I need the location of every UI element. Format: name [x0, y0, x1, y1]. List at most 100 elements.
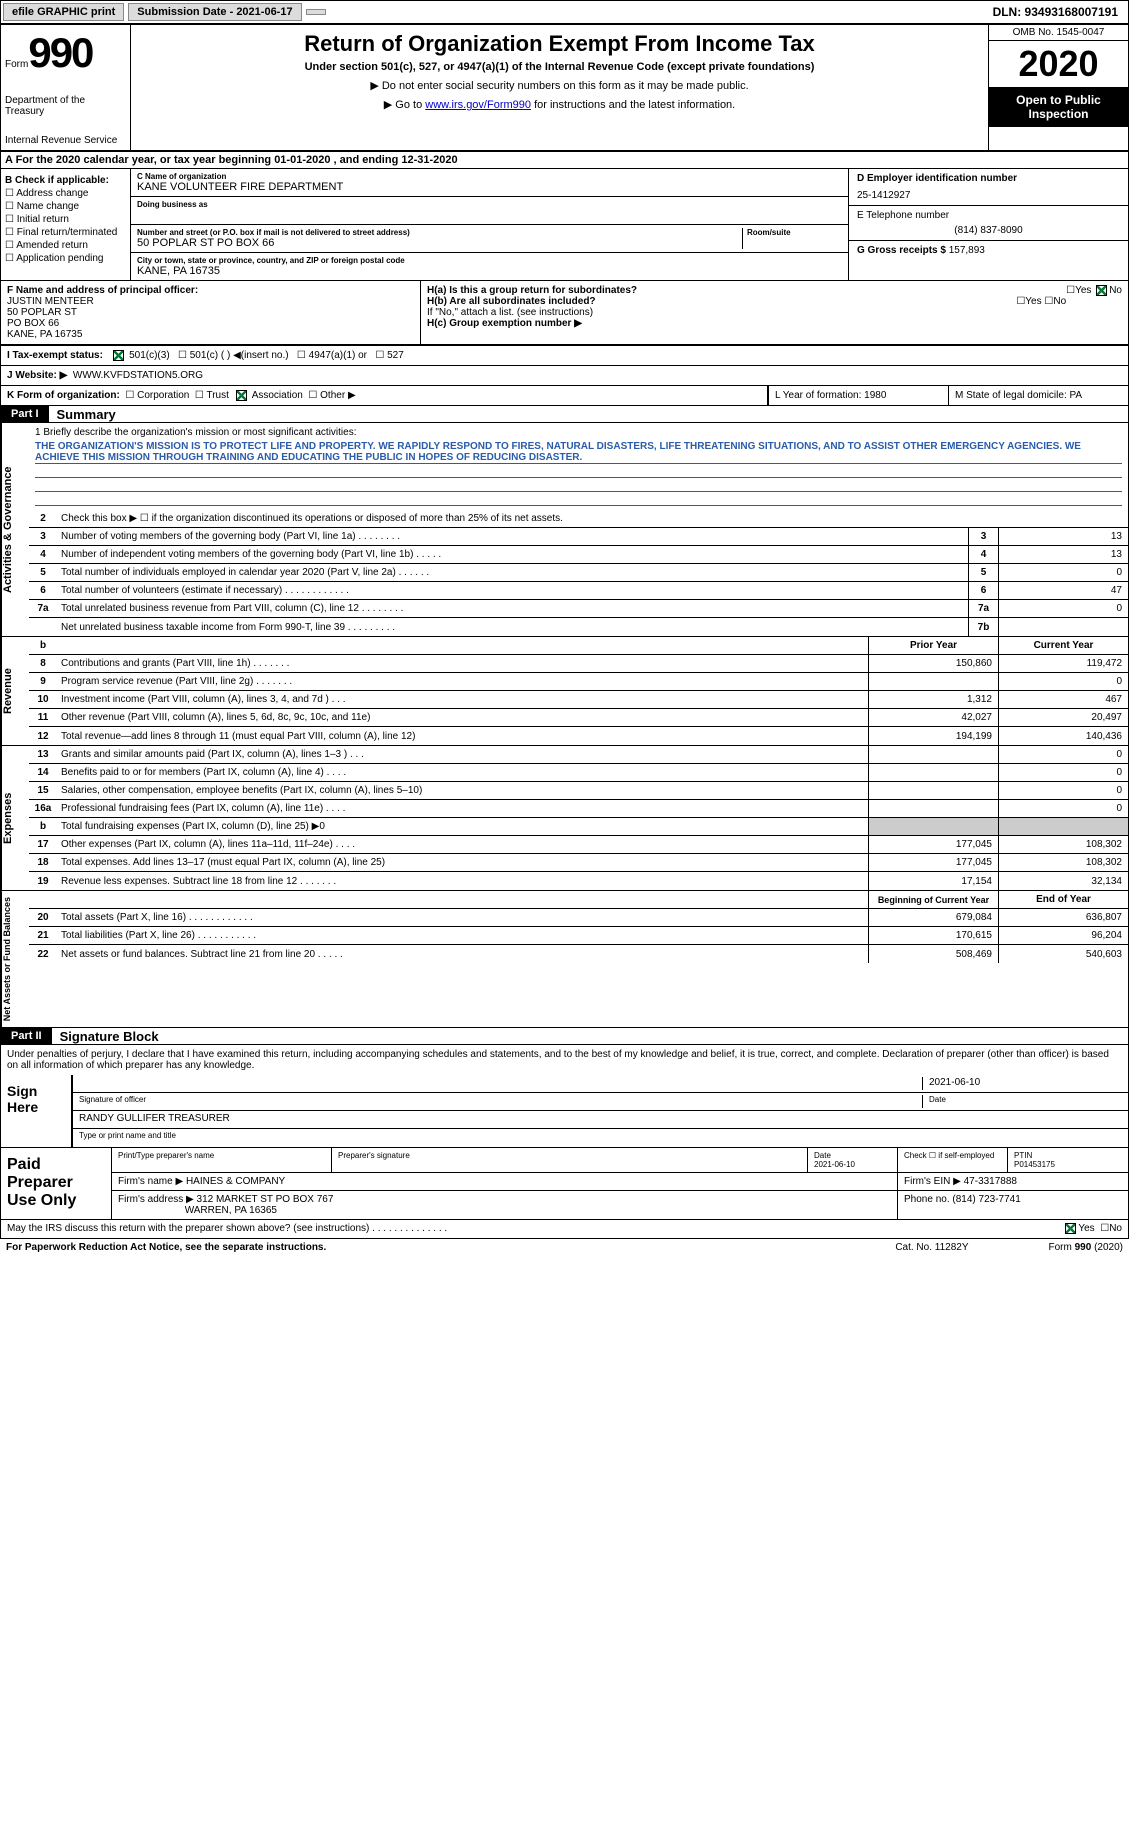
hc: H(c) Group exemption number ▶ — [427, 318, 1122, 329]
paperwork-notice: For Paperwork Reduction Act Notice, see … — [6, 1242, 326, 1253]
part2-header: Part II Signature Block — [0, 1028, 1129, 1045]
l-year: L Year of formation: 1980 — [768, 386, 948, 405]
officer-addr3: KANE, PA 16735 — [7, 329, 414, 340]
ha-no-check — [1096, 285, 1107, 296]
addr: 50 POPLAR ST PO BOX 66 — [137, 237, 742, 249]
form-word: Form — [5, 59, 28, 70]
gross: 157,893 — [949, 245, 985, 256]
officer-addr2: PO BOX 66 — [7, 318, 414, 329]
501c3-check — [113, 350, 124, 361]
checkbox-header: B Check if applicable: — [5, 175, 126, 186]
prior-year-header: Prior Year — [868, 637, 998, 654]
website-val: WWW.KVFDSTATION5.ORG — [73, 370, 203, 381]
phone-label: E Telephone number — [857, 210, 1120, 221]
open-public: Open to Public Inspection — [989, 87, 1128, 127]
m-state: M State of legal domicile: PA — [948, 386, 1128, 405]
phone: (814) 837-8090 — [857, 225, 1120, 236]
officer-row: F Name and address of principal officer:… — [0, 281, 1129, 345]
city-label: City or town, state or province, country… — [137, 256, 842, 265]
assoc-check — [236, 390, 247, 401]
part2-title: Signature Block — [52, 1029, 159, 1044]
cb-final: ☐ Final return/terminated — [5, 227, 126, 238]
ptin: PTINP01453175 — [1008, 1148, 1128, 1172]
dba-label: Doing business as — [137, 200, 842, 209]
perjury-text: Under penalties of perjury, I declare th… — [1, 1045, 1128, 1075]
col-c: C Name of organization KANE VOLUNTEER FI… — [131, 169, 848, 280]
irs-link[interactable]: www.irs.gov/Form990 — [425, 99, 531, 111]
prep-date: Date2021-06-10 — [808, 1148, 898, 1172]
eoy-header: End of Year — [998, 891, 1128, 908]
org-name: KANE VOLUNTEER FIRE DEPARTMENT — [137, 181, 842, 193]
paid-preparer: Paid Preparer Use Only Print/Type prepar… — [0, 1148, 1129, 1220]
form-header: Form990 Department of the Treasury Inter… — [0, 24, 1129, 151]
summary-governance: Activities & Governance 1 Briefly descri… — [0, 423, 1129, 637]
paid-label: Paid Preparer Use Only — [1, 1148, 111, 1219]
mission-blank1 — [35, 464, 1122, 478]
header-grid: B Check if applicable: ☐ Address change … — [0, 169, 1129, 281]
form-number: 990 — [28, 29, 92, 76]
officer-name: JUSTIN MENTEER — [7, 296, 414, 307]
firm-addr: Firm's address ▶ 312 MARKET ST PO BOX 76… — [112, 1191, 898, 1219]
discuss-row: May the IRS discuss this return with the… — [0, 1220, 1129, 1238]
firm-ein: Firm's EIN ▶ 47-3317888 — [898, 1173, 1128, 1190]
mission-blank3 — [35, 492, 1122, 506]
hb-note: If "No," attach a list. (see instruction… — [427, 307, 1122, 318]
mission-text: THE ORGANIZATION'S MISSION IS TO PROTECT… — [35, 441, 1122, 464]
self-employed: Check ☐ if self-employed — [898, 1148, 1008, 1172]
form-subtitle: Under section 501(c), 527, or 4947(a)(1)… — [137, 61, 982, 73]
firm-name: Firm's name ▶ HAINES & COMPANY — [112, 1173, 898, 1190]
part1-badge: Part I — [1, 406, 49, 422]
tax-year: 2020 — [989, 41, 1128, 87]
link-note: ▶ Go to www.irs.gov/Form990 for instruct… — [137, 98, 982, 111]
efile-button[interactable]: efile GRAPHIC print — [3, 3, 124, 21]
prep-sig-label: Preparer's signature — [332, 1148, 808, 1172]
mission-label: 1 Briefly describe the organization's mi… — [35, 427, 1122, 441]
cb-pending: ☐ Application pending — [5, 253, 126, 264]
submission-date: Submission Date - 2021-06-17 — [128, 3, 301, 21]
ein: 25-1412927 — [857, 190, 1120, 201]
line-b: b — [29, 638, 57, 653]
cb-initial: ☐ Initial return — [5, 214, 126, 225]
summary-expenses: Expenses 13Grants and similar amounts pa… — [0, 746, 1129, 891]
website-row: J Website: ▶ WWW.KVFDSTATION5.ORG — [0, 366, 1129, 386]
sidebar-expenses: Expenses — [1, 746, 29, 890]
top-bar: efile GRAPHIC print Submission Date - 20… — [0, 0, 1129, 24]
hb: H(b) Are all subordinates included? ☐Yes… — [427, 296, 1122, 307]
footer: For Paperwork Reduction Act Notice, see … — [0, 1239, 1129, 1256]
officer-name-title: RANDY GULLIFER TREASURER — [79, 1113, 1122, 1126]
room-label: Room/suite — [747, 228, 842, 237]
org-name-label: C Name of organization — [137, 172, 842, 181]
sidebar-governance: Activities & Governance — [1, 423, 29, 636]
boy-header: Beginning of Current Year — [868, 891, 998, 908]
prep-name-label: Print/Type preparer's name — [112, 1148, 332, 1172]
type-name-label: Type or print name and title — [79, 1131, 1122, 1145]
tax-status-row: I Tax-exempt status: 501(c)(3) ☐ 501(c) … — [0, 345, 1129, 366]
sign-here-label: Sign Here — [1, 1075, 71, 1147]
blank-button — [306, 9, 326, 15]
form-ref: Form 990 (2020) — [1049, 1242, 1123, 1253]
addr-label: Number and street (or P.O. box if mail i… — [137, 228, 742, 237]
cat-no: Cat. No. 11282Y — [895, 1242, 968, 1253]
dln: DLN: 93493168007191 — [993, 5, 1126, 19]
irs: Internal Revenue Service — [5, 135, 126, 146]
signature-block: Under penalties of perjury, I declare th… — [0, 1045, 1129, 1148]
ein-label: D Employer identification number — [857, 173, 1120, 184]
officer-addr1: 50 POPLAR ST — [7, 307, 414, 318]
ha: H(a) Is this a group return for subordin… — [427, 285, 1122, 296]
cb-address: ☐ Address change — [5, 188, 126, 199]
firm-phone: Phone no. (814) 723-7741 — [898, 1191, 1128, 1219]
summary-netassets: Net Assets or Fund Balances Beginning of… — [0, 891, 1129, 1028]
part1-header: Part I Summary — [0, 406, 1129, 423]
discuss-q: May the IRS discuss this return with the… — [7, 1223, 447, 1234]
part2-badge: Part II — [1, 1028, 52, 1044]
dba-value — [137, 209, 842, 221]
tax-label: I Tax-exempt status: — [7, 350, 103, 361]
summary-revenue: Revenue b Prior Year Current Year 8Contr… — [0, 637, 1129, 746]
omb-number: OMB No. 1545-0047 — [989, 25, 1128, 41]
cb-amended: ☐ Amended return — [5, 240, 126, 251]
sidebar-revenue: Revenue — [1, 637, 29, 745]
k-label: K Form of organization: — [7, 390, 120, 401]
ssn-note: ▶ Do not enter social security numbers o… — [137, 79, 982, 92]
col-d: D Employer identification number 25-1412… — [848, 169, 1128, 280]
sidebar-netassets: Net Assets or Fund Balances — [1, 891, 29, 1027]
